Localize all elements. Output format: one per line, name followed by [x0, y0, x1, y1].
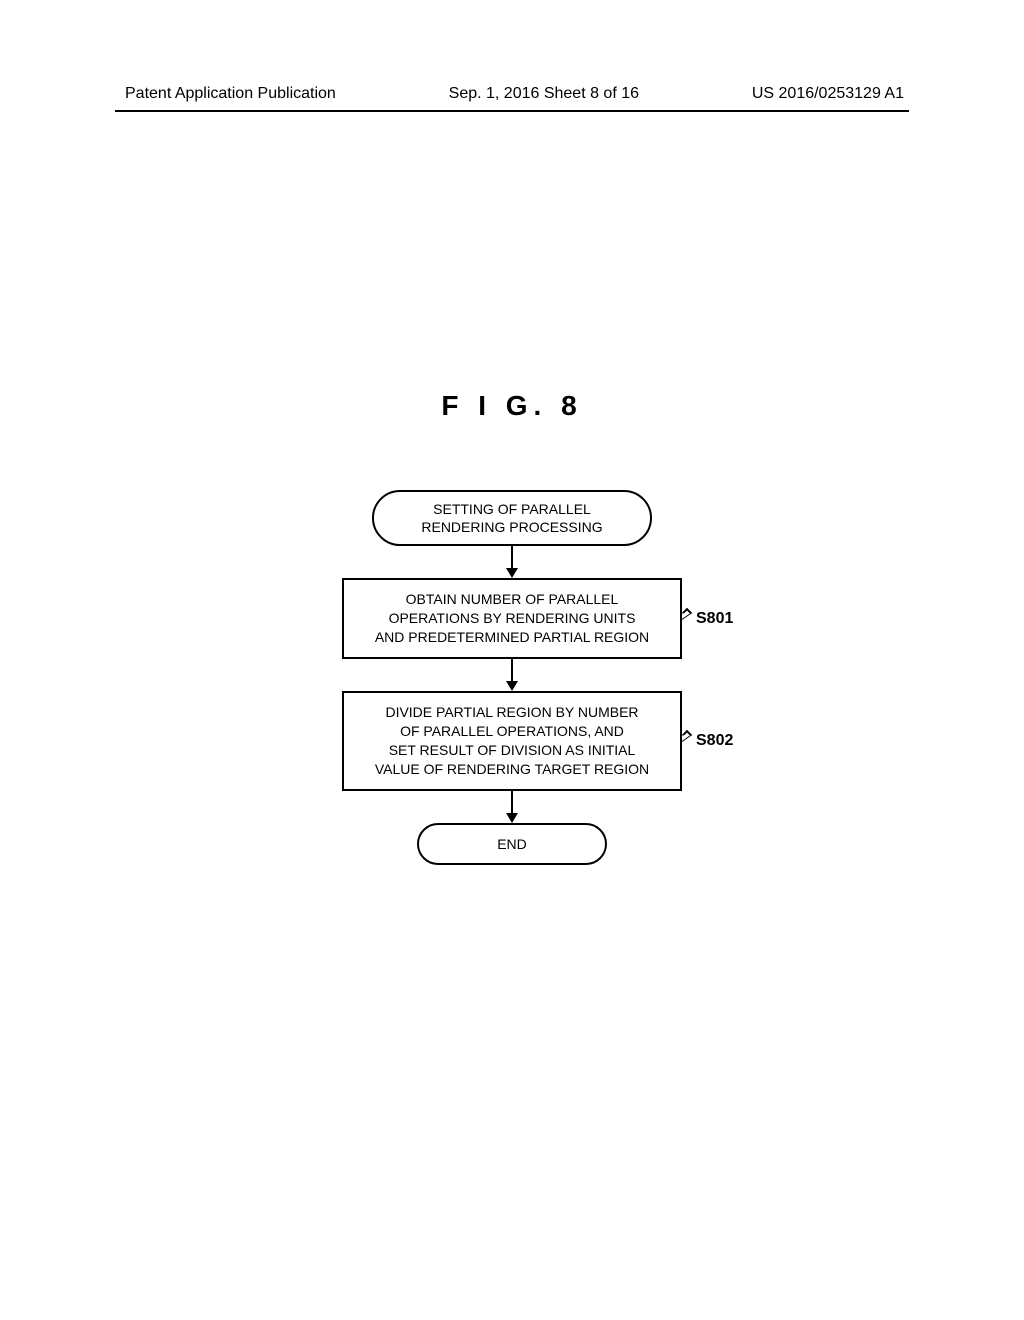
arrow-3 — [511, 791, 513, 823]
flow-s802-row: DIVIDE PARTIAL REGION BY NUMBER OF PARAL… — [312, 691, 712, 791]
arrow-line-icon — [511, 791, 513, 815]
header-divider — [115, 110, 909, 112]
arrow-head-icon — [506, 568, 518, 578]
arrow-2 — [511, 659, 513, 691]
process-s802-text: DIVIDE PARTIAL REGION BY NUMBER OF PARAL… — [375, 704, 649, 777]
flowchart: SETTING OF PARALLEL RENDERING PROCESSING… — [312, 490, 712, 865]
header-patent-number: US 2016/0253129 A1 — [752, 85, 904, 103]
process-s801-text: OBTAIN NUMBER OF PARALLEL OPERATIONS BY … — [375, 591, 649, 645]
terminal-end-text: END — [497, 836, 527, 852]
header-publication: Patent Application Publication — [125, 85, 336, 103]
figure-title: F I G. 8 — [0, 390, 1024, 422]
flow-s801-row: OBTAIN NUMBER OF PARALLEL OPERATIONS BY … — [312, 578, 712, 659]
process-s801: OBTAIN NUMBER OF PARALLEL OPERATIONS BY … — [342, 578, 682, 659]
page-header: Patent Application Publication Sep. 1, 2… — [0, 85, 1024, 103]
flow-end-row: END — [312, 823, 712, 865]
flow-start-row: SETTING OF PARALLEL RENDERING PROCESSING — [312, 490, 712, 546]
process-s802: DIVIDE PARTIAL REGION BY NUMBER OF PARAL… — [342, 691, 682, 791]
header-date-sheet: Sep. 1, 2016 Sheet 8 of 16 — [449, 85, 639, 103]
arrow-line-icon — [511, 659, 513, 683]
terminal-end: END — [417, 823, 607, 865]
arrow-head-icon — [506, 681, 518, 691]
step-label-s802: S802 — [687, 732, 733, 750]
arrow-head-icon — [506, 813, 518, 823]
step-label-s801: S801 — [687, 610, 733, 628]
terminal-start-text: SETTING OF PARALLEL RENDERING PROCESSING — [421, 501, 602, 535]
terminal-start: SETTING OF PARALLEL RENDERING PROCESSING — [372, 490, 652, 546]
arrow-line-icon — [511, 546, 513, 570]
arrow-1 — [511, 546, 513, 578]
